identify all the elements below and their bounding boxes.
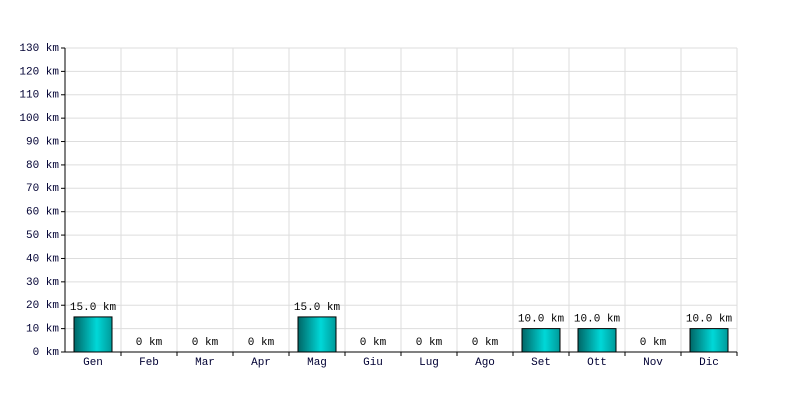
y-tick-label: 30 km [26, 277, 59, 289]
y-tick-label: 120 km [19, 66, 59, 78]
value-label: 10.0 km [574, 314, 621, 326]
value-label: 10.0 km [518, 314, 565, 326]
x-tick-label: Giu [363, 357, 383, 369]
y-tick-label: 60 km [26, 207, 59, 219]
x-tick-label: Nov [643, 357, 663, 369]
x-tick-label: Ago [475, 357, 495, 369]
value-label: 10.0 km [686, 314, 733, 326]
y-tick-label: 0 km [33, 347, 60, 359]
x-tick-label: Mag [307, 357, 327, 369]
bar [577, 328, 617, 353]
y-tick-label: 100 km [19, 113, 59, 125]
y-tick-label: 40 km [26, 253, 59, 265]
y-tick-label: 10 km [26, 324, 59, 336]
x-tick-label: Mar [195, 357, 215, 369]
bar [73, 316, 113, 353]
bar [297, 316, 337, 353]
grid [65, 47, 738, 353]
x-tick-label: Feb [139, 357, 159, 369]
x-tick-label: Apr [251, 357, 271, 369]
y-tick-label: 70 km [26, 183, 59, 195]
x-tick-label: Set [531, 357, 551, 369]
x-tick-label: Gen [83, 357, 103, 369]
value-label: 15.0 km [70, 302, 117, 314]
value-label: 0 km [416, 337, 443, 349]
y-tick-label: 80 km [26, 160, 59, 172]
x-tick-label: Dic [699, 357, 719, 369]
bar [689, 328, 729, 353]
value-label: 0 km [640, 337, 667, 349]
value-label: 0 km [136, 337, 163, 349]
value-label: 0 km [248, 337, 275, 349]
value-label: 0 km [360, 337, 387, 349]
value-label: 0 km [472, 337, 499, 349]
y-tick-label: 20 km [26, 300, 59, 312]
x-tick-label: Lug [419, 357, 439, 369]
y-tick-label: 110 km [19, 90, 59, 102]
bar [521, 328, 561, 353]
value-label: 15.0 km [294, 302, 341, 314]
y-tick-label: 50 km [26, 230, 59, 242]
value-label: 0 km [192, 337, 219, 349]
y-tick-label: 90 km [26, 136, 59, 148]
x-tick-label: Ott [587, 357, 607, 369]
y-tick-label: 130 km [19, 43, 59, 55]
